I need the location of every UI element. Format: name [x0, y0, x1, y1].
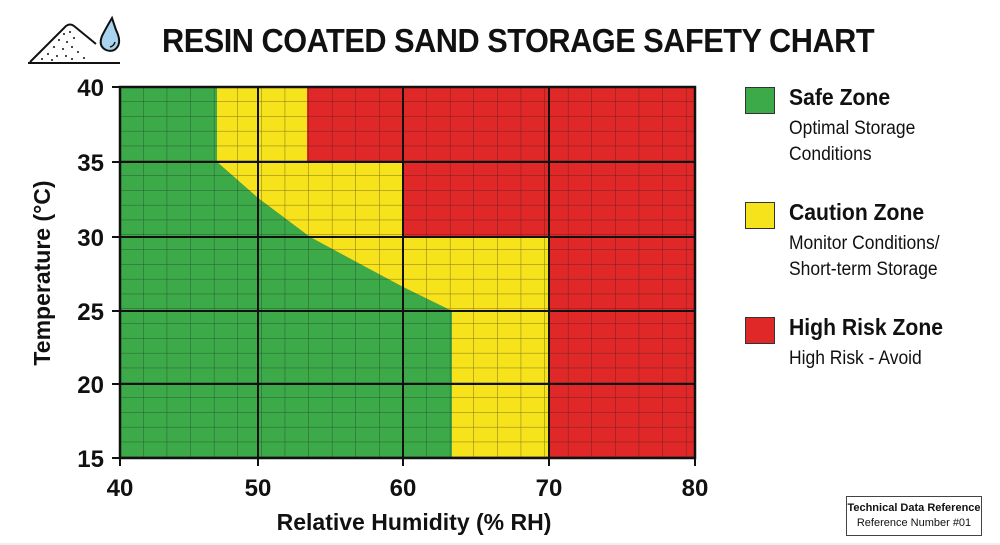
legend: Safe Zone Optimal Storage Conditions Cau… — [745, 84, 995, 429]
legend-desc-line: Conditions — [789, 144, 872, 165]
legend-desc-line: Short-term Storage — [789, 259, 938, 280]
legend-desc: High Risk - Avoid — [789, 346, 922, 372]
divider — [0, 543, 1000, 545]
legend-desc-line: High Risk - Avoid — [789, 348, 922, 369]
sand-pile-water-drop-icon — [28, 15, 121, 64]
legend-title: Caution Zone — [789, 199, 925, 225]
axis-ticks — [112, 86, 696, 466]
legend-desc-line: Optimal Storage — [789, 118, 916, 139]
y-tick-label: 40 — [77, 75, 104, 102]
reference-number: Reference Number #01 — [856, 517, 972, 529]
major-grid — [120, 87, 695, 458]
x-tick-label: 60 — [390, 475, 417, 502]
caution-swatch — [745, 202, 775, 229]
x-tick-label: 80 — [682, 475, 709, 502]
x-axis-label: Relative Humidity (% RH) — [277, 509, 552, 535]
x-tick-label: 40 — [107, 475, 134, 502]
x-tick-label: 70 — [536, 475, 563, 502]
reference-title: Technical Data Reference — [847, 502, 981, 514]
y-tick-label: 30 — [77, 225, 104, 252]
legend-item-safe: Safe Zone Optimal Storage Conditions — [745, 84, 995, 199]
legend-desc-line: Monitor Conditions/ — [789, 233, 940, 254]
legend-desc: Monitor Conditions/ Short-term Storage — [789, 231, 940, 283]
legend-item-caution: Caution Zone Monitor Conditions/ Short-t… — [745, 199, 995, 314]
legend-item-high-risk: High Risk Zone High Risk - Avoid — [745, 314, 995, 429]
y-tick-label: 20 — [77, 372, 104, 399]
minor-grid — [120, 87, 695, 458]
y-tick-label: 25 — [77, 299, 104, 326]
high-risk-swatch — [745, 317, 775, 344]
reference-box: Technical Data Reference Reference Numbe… — [846, 496, 982, 536]
legend-title: High Risk Zone — [789, 314, 944, 340]
page-title: RESIN COATED SAND STORAGE SAFETY CHART — [162, 22, 875, 59]
legend-title: Safe Zone — [789, 84, 891, 110]
x-tick-label: 50 — [245, 475, 272, 502]
y-axis-label: Temperature (°C) — [29, 180, 55, 365]
legend-desc: Optimal Storage Conditions — [789, 116, 915, 168]
y-tick-label: 15 — [77, 446, 104, 473]
y-tick-label: 35 — [77, 150, 104, 177]
plot-frame — [118, 85, 697, 460]
safe-swatch — [745, 87, 775, 114]
